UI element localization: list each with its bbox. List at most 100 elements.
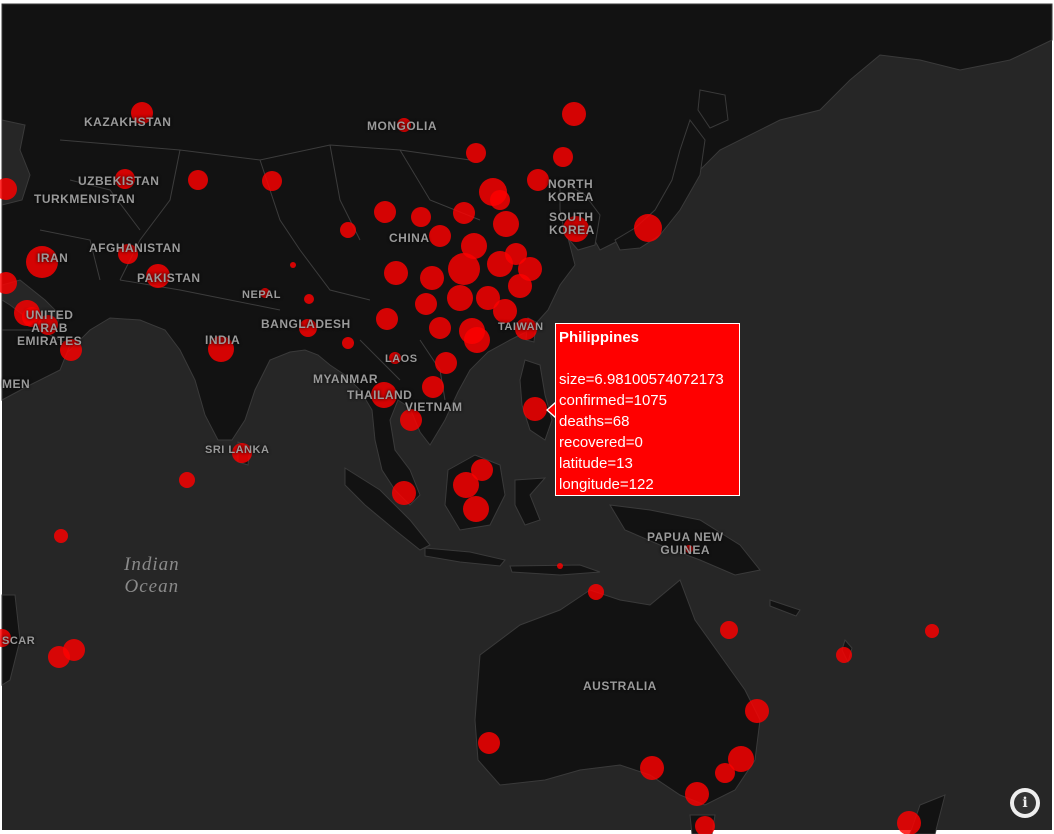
case-marker[interactable] — [0, 178, 17, 200]
label-indian-ocean: Indian Ocean — [124, 554, 180, 597]
case-marker[interactable] — [38, 315, 58, 335]
label-laos: LAOS — [385, 353, 418, 365]
case-marker[interactable] — [415, 293, 437, 315]
case-marker[interactable] — [420, 266, 444, 290]
case-marker[interactable] — [118, 244, 138, 264]
label-uzbekistan: UZBEKISTAN — [78, 174, 160, 188]
tooltip-title: Philippines — [559, 329, 640, 346]
info-icon: i — [1014, 792, 1036, 814]
hover-tooltip: Philippines size=6.98100574072173 confir… — [555, 323, 740, 496]
case-marker[interactable] — [720, 621, 738, 639]
case-marker[interactable] — [634, 214, 662, 242]
case-marker[interactable] — [493, 299, 517, 323]
case-marker[interactable] — [299, 319, 317, 337]
case-marker[interactable] — [464, 327, 490, 353]
case-marker[interactable] — [728, 746, 754, 772]
case-marker[interactable] — [48, 646, 70, 668]
case-marker[interactable] — [453, 472, 479, 498]
label-thailand: THAILAND — [347, 388, 413, 402]
case-marker[interactable] — [461, 233, 487, 259]
case-marker[interactable] — [304, 294, 314, 304]
case-marker[interactable] — [508, 274, 532, 298]
case-marker[interactable] — [389, 352, 401, 364]
case-marker[interactable] — [131, 102, 153, 124]
case-marker[interactable] — [22, 307, 42, 327]
case-marker[interactable] — [384, 261, 408, 285]
label-yemen: MEN — [2, 377, 31, 391]
label-papua-new-guinea: PAPUA NEW GUINEA — [647, 530, 724, 557]
case-marker[interactable] — [515, 318, 537, 340]
case-marker[interactable] — [745, 699, 769, 723]
case-marker[interactable] — [478, 732, 500, 754]
case-marker[interactable] — [115, 169, 135, 189]
case-marker[interactable] — [448, 253, 480, 285]
case-marker[interactable] — [493, 211, 519, 237]
case-marker[interactable] — [146, 264, 170, 288]
tooltip-longitude: longitude=122 — [559, 476, 654, 493]
case-marker[interactable] — [262, 171, 282, 191]
eurasia-landmass — [1, 3, 1053, 506]
case-marker[interactable] — [179, 472, 195, 488]
case-marker[interactable] — [466, 143, 486, 163]
case-marker[interactable] — [376, 308, 398, 330]
label-nepal: NEPAL — [242, 289, 281, 301]
case-marker[interactable] — [371, 382, 397, 408]
case-marker[interactable] — [553, 147, 573, 167]
case-marker[interactable] — [0, 629, 11, 647]
label-vietnam: VIETNAM — [405, 400, 463, 414]
case-marker[interactable] — [26, 246, 58, 278]
tooltip-latitude: latitude=13 — [559, 455, 633, 472]
case-marker[interactable] — [374, 201, 396, 223]
case-marker[interactable] — [476, 286, 500, 310]
case-marker[interactable] — [290, 262, 296, 268]
case-marker[interactable] — [392, 481, 416, 505]
case-marker[interactable] — [342, 337, 354, 349]
sulawesi-landmass — [514, 477, 547, 526]
case-marker[interactable] — [232, 443, 252, 463]
case-marker[interactable] — [0, 272, 17, 294]
case-marker[interactable] — [208, 336, 234, 362]
case-marker[interactable] — [411, 207, 431, 227]
case-marker[interactable] — [490, 190, 510, 210]
case-marker[interactable] — [60, 339, 82, 361]
label-myanmar: MYANMAR — [313, 372, 379, 386]
case-marker[interactable] — [435, 352, 457, 374]
case-marker[interactable] — [897, 811, 921, 834]
case-marker[interactable] — [557, 563, 563, 569]
case-marker[interactable] — [562, 102, 586, 126]
case-marker[interactable] — [429, 225, 451, 247]
case-marker[interactable] — [429, 317, 451, 339]
case-marker[interactable] — [563, 216, 589, 242]
label-pakistan: PAKISTAN — [137, 271, 201, 285]
tooltip-arrow-fill — [548, 403, 556, 417]
case-marker[interactable] — [640, 756, 664, 780]
case-marker[interactable] — [523, 397, 547, 421]
case-marker[interactable] — [685, 782, 709, 806]
case-marker[interactable] — [397, 118, 411, 132]
case-marker[interactable] — [695, 816, 715, 834]
case-marker[interactable] — [527, 169, 549, 191]
case-marker[interactable] — [836, 647, 852, 663]
case-marker[interactable] — [400, 409, 422, 431]
case-marker[interactable] — [260, 288, 270, 298]
case-marker[interactable] — [471, 459, 493, 481]
case-marker[interactable] — [463, 496, 489, 522]
label-taiwan: TAIWAN — [498, 321, 544, 333]
case-marker[interactable] — [422, 376, 444, 398]
label-india: INDIA — [205, 333, 241, 347]
case-marker[interactable] — [54, 529, 68, 543]
case-marker[interactable] — [715, 763, 735, 783]
case-marker[interactable] — [685, 545, 693, 553]
info-button[interactable]: i — [1010, 788, 1040, 818]
case-marker[interactable] — [487, 251, 513, 277]
case-marker[interactable] — [447, 285, 473, 311]
case-marker[interactable] — [588, 584, 604, 600]
tooltip-confirmed: confirmed=1075 — [559, 392, 667, 409]
case-marker[interactable] — [453, 202, 475, 224]
case-marker[interactable] — [340, 222, 356, 238]
case-marker[interactable] — [925, 624, 939, 638]
label-uae: UNITED ARAB EMIRATES — [17, 308, 83, 348]
case-marker[interactable] — [188, 170, 208, 190]
label-south-korea: SOUTH KOREA — [549, 210, 595, 237]
